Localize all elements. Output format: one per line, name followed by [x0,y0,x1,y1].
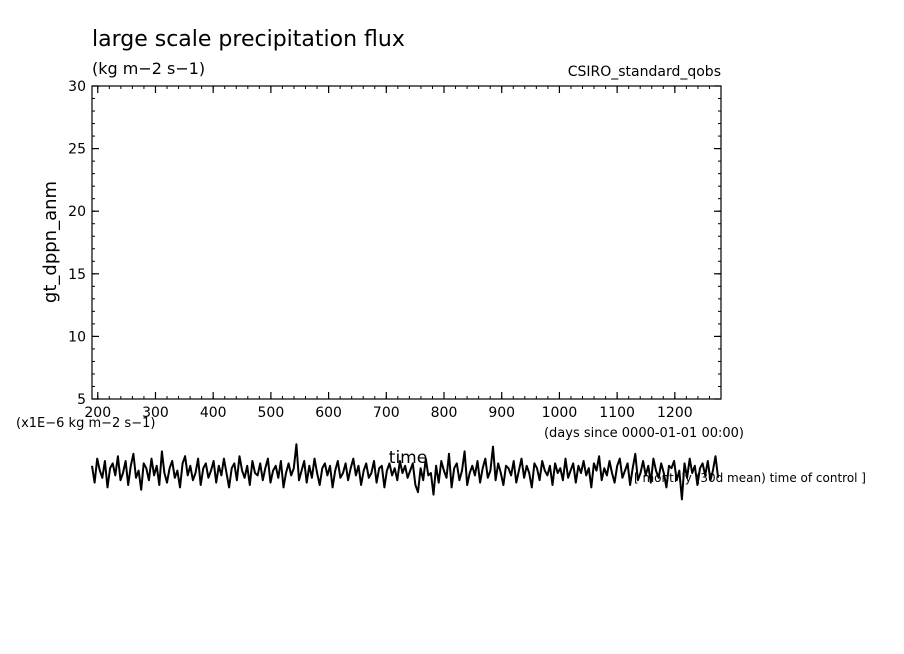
x-tick-label: 500 [258,405,285,421]
x-tick-label: 1200 [657,405,693,421]
x-axis-label: time [389,448,427,468]
y-scale-label: (x1E−6 kg m−2 s−1) [16,416,155,431]
y-axis: 30 25 20 15 10 5 [68,79,721,408]
extra-note: [ monthly (30d mean) time of control ] [634,471,866,485]
y-tick-label: 5 [77,392,86,408]
x-tick-label: 700 [373,405,400,421]
y-tick-label: 25 [68,142,86,158]
x-tick-label: 900 [488,405,515,421]
x-axis: 200 300 400 500 600 700 800 900 1000 1100 1200 [84,86,722,421]
chart-title: large scale precipitation flux [92,27,405,52]
x-tick-label: 600 [315,405,342,421]
y-tick-label: 10 [68,329,86,345]
y-tick-label: 30 [68,79,86,95]
series-line [91,443,720,501]
chart-units: (kg m−2 s−1) [92,59,205,78]
y-tick-label: 15 [68,267,86,283]
x-tick-label: 300 [142,405,169,421]
y-axis-label: gt_dppn_anm [40,181,61,303]
source-label: CSIRO_standard_qobs [568,64,721,80]
x-tick-label: 200 [84,405,111,421]
x-tick-label: 400 [200,405,227,421]
x-tick-label: 1100 [599,405,635,421]
x-units-label: (days since 0000-01-01 00:00) [544,426,744,441]
x-tick-label: 800 [431,405,458,421]
x-tick-label: 1000 [542,405,578,421]
y-tick-label: 20 [68,204,86,220]
plot-frame [91,85,722,400]
